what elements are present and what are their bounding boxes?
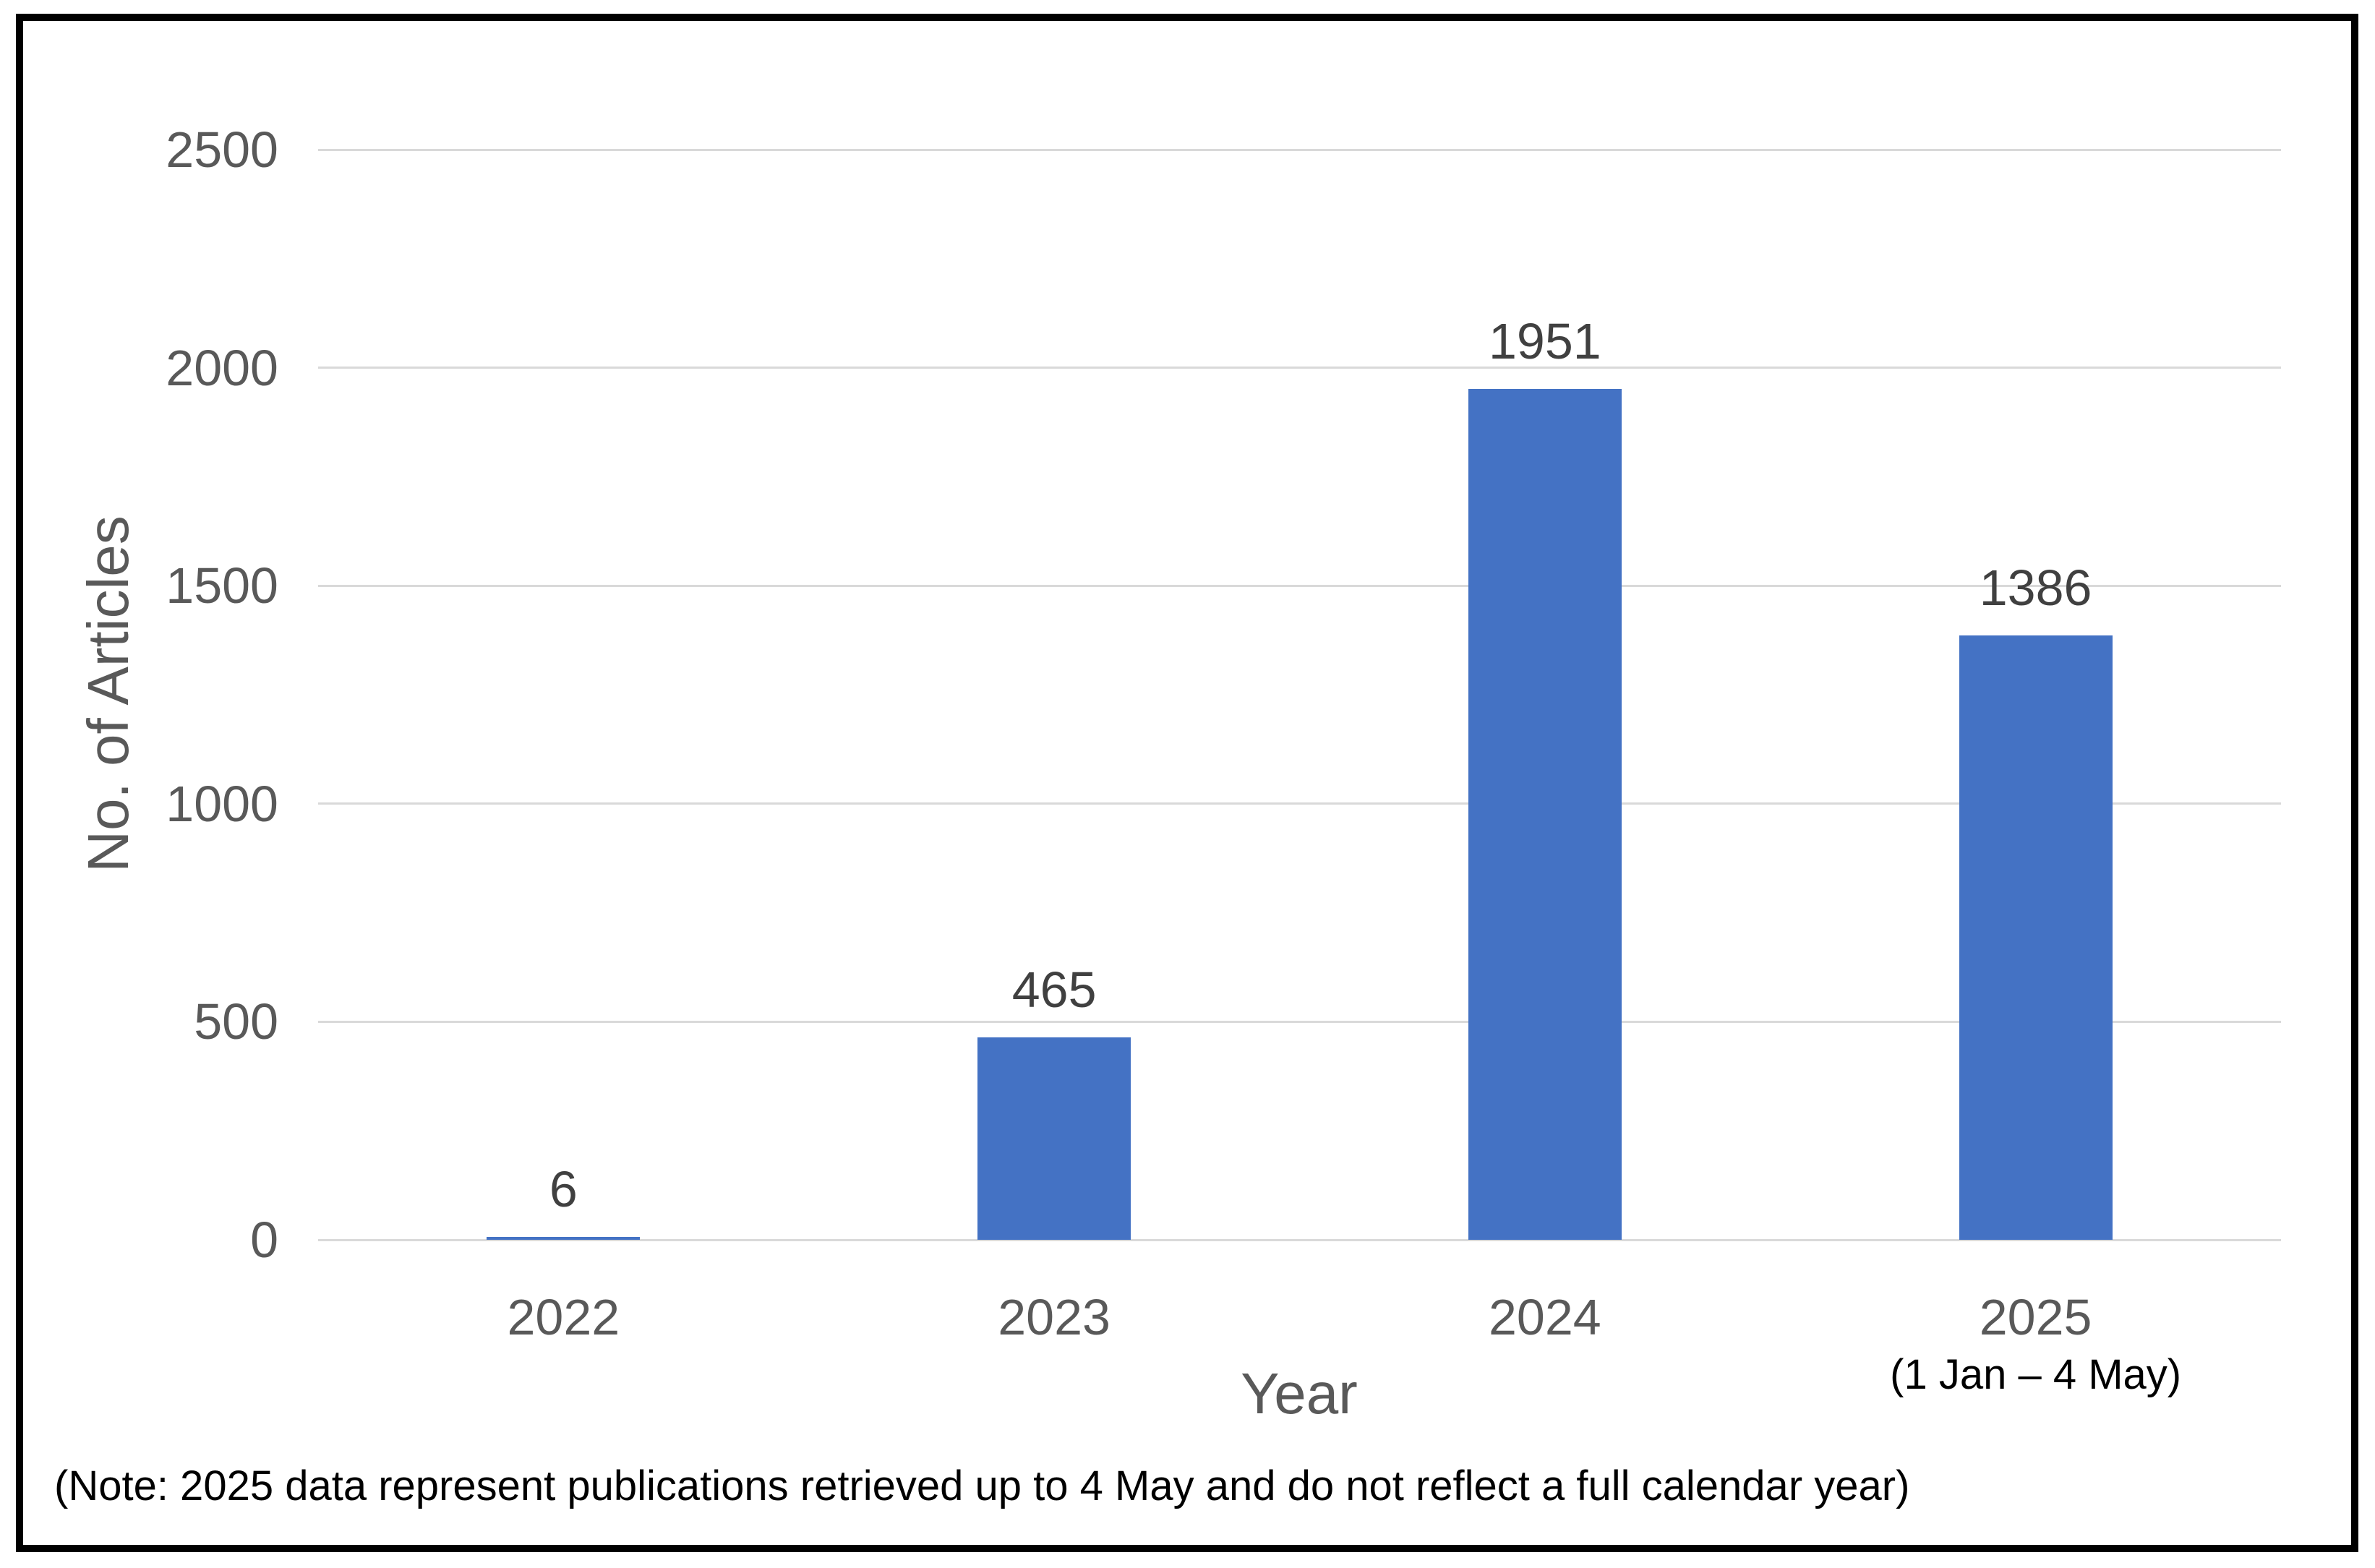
gridline-2000 [318,367,2281,369]
bar-value-label-2025: 1386 [1979,560,2092,616]
y-tick-label-2500: 2500 [166,121,278,178]
gridline-1000 [318,802,2281,805]
bar-2024 [1468,389,1622,1240]
x-tick-label-2025: 2025 [1979,1289,2092,1345]
y-tick-label-2000: 2000 [166,339,278,396]
x-tick-label-2024: 2024 [1489,1289,1601,1345]
y-tick-label-500: 500 [194,993,278,1050]
bar-2022 [487,1237,641,1240]
x-axis-title: Year [1241,1361,1358,1426]
bar-value-label-2022: 6 [549,1161,578,1217]
gridline-500 [318,1020,2281,1023]
y-tick-label-0: 0 [250,1212,278,1268]
y-tick-label-1000: 1000 [166,775,278,832]
x-tick-label-2022: 2022 [507,1289,620,1345]
footnote-text: (Note: 2025 data represent publications … [54,1462,1910,1509]
bar-2023 [977,1037,1131,1240]
bar-value-label-2023: 465 [1011,961,1097,1018]
gridline-1500 [318,584,2281,587]
x-tick-label-2023: 2023 [998,1289,1111,1345]
y-tick-label-1500: 1500 [166,557,278,614]
bar-value-label-2024: 1951 [1489,313,1601,369]
gridline-0 [318,1238,2281,1241]
x-tick-sublabel-2025: (1 Jan – 4 May) [1890,1351,2182,1398]
gridline-2500 [318,148,2281,151]
y-axis-title: No. of Articles [76,515,140,873]
bar-2025 [1959,635,2113,1240]
